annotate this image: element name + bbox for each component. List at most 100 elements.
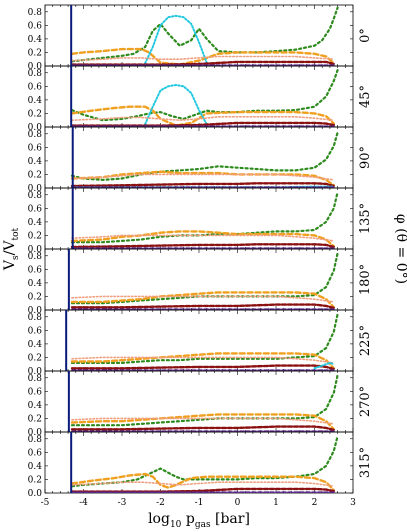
- x-tick-label: -5: [41, 498, 50, 508]
- series-group: [70, 252, 339, 310]
- series-darkred: [70, 364, 335, 371]
- series-salmon: [71, 481, 335, 488]
- series-salmon: [71, 234, 335, 242]
- y-tick-label: 0.0: [28, 428, 43, 438]
- series-orange: [70, 413, 335, 431]
- series-orange: [70, 472, 335, 492]
- panel-label: 315°: [358, 447, 373, 478]
- series-cyan: [144, 83, 208, 126]
- series-cyan: [313, 361, 335, 370]
- series-group: [70, 6, 339, 66]
- series-darkred: [70, 425, 335, 432]
- y-tick-label: 0.0: [28, 489, 43, 499]
- y-tick-label: 0.4: [28, 401, 43, 411]
- series-darkred: [70, 303, 335, 310]
- x-tick-label: 1: [273, 498, 279, 508]
- panel-1: 0.0 0.2 0.4 0.6 0.8 45°: [28, 65, 373, 133]
- series-orange: [70, 170, 335, 187]
- series-darkred: [70, 487, 335, 493]
- panel-7: 0.0 0.2 0.4 0.6 0.8 315°: [28, 431, 373, 499]
- x-axis-title-p: p: [181, 511, 194, 527]
- x-tick-label: -1: [195, 498, 204, 508]
- y-tick-label: 0.4: [28, 96, 43, 106]
- x-tick-label: -3: [118, 498, 127, 508]
- series-group: [70, 191, 339, 249]
- panel-label: 180°: [358, 264, 373, 295]
- y-tick-label: 0.4: [28, 340, 43, 350]
- series-salmon: [71, 173, 335, 181]
- y-tick-label: 0.6: [28, 82, 43, 92]
- y-tick-label: 0.2: [28, 170, 42, 180]
- y-tick-label: 0.8: [28, 130, 43, 140]
- series-group: [70, 131, 339, 188]
- series-green: [70, 68, 339, 122]
- y-tick-label: 0.2: [28, 48, 42, 58]
- right-axis-title: φ (θ = 0°): [393, 214, 407, 284]
- y-tick-label: 0.8: [28, 8, 43, 18]
- y-tick-label: 0.4: [28, 218, 43, 228]
- x-tick-label: -4: [79, 498, 88, 508]
- series-darkred: [70, 182, 335, 188]
- series-group: [70, 68, 339, 127]
- x-axis-title-unit: [bar]: [211, 511, 250, 527]
- x-axis-title-log: log: [148, 511, 170, 527]
- y-tick-label: 0.4: [28, 462, 43, 472]
- y-tick-label: 0.4: [28, 35, 43, 45]
- panel-5: 0.0 0.2 0.4 0.6 0.8 225°: [28, 309, 373, 377]
- series-group: [70, 313, 339, 371]
- y-tick-label: 0.6: [28, 387, 43, 397]
- x-tick-label: 3: [350, 498, 356, 508]
- y-axis-title-v: V: [2, 259, 18, 271]
- y-tick-label: 0.4: [28, 157, 43, 167]
- y-tick-label: 0.0: [28, 245, 43, 255]
- y-tick-label: 0.8: [28, 252, 43, 262]
- series-green: [70, 131, 339, 182]
- series-group: [70, 435, 339, 493]
- x-tick-labels: -5 -4 -3 -2 -1 0 1 2 3: [41, 498, 357, 508]
- x-axis-title: log10 pgas [bar]: [148, 511, 250, 530]
- y-tick-label: 0.6: [28, 265, 43, 275]
- x-axis-title-subgas: gas: [195, 520, 211, 530]
- panel-4: 0.0 0.2 0.4 0.6 0.8 180°: [28, 248, 373, 316]
- y-tick-label: 0.2: [28, 231, 42, 241]
- y-tick-label: 0.2: [28, 292, 42, 302]
- y-tick-label: 0.2: [28, 109, 42, 119]
- y-tick-label: 0.6: [28, 143, 43, 153]
- series-salmon: [71, 417, 335, 425]
- y-tick-label: 0.8: [28, 191, 43, 201]
- y-axis-title-sub-tot: tot: [11, 228, 21, 241]
- series-salmon: [71, 116, 335, 122]
- x-axis-title-sub10: 10: [170, 520, 182, 530]
- y-axis-title-sub-s: s: [11, 255, 21, 260]
- y-tick-label: 0.6: [28, 204, 43, 214]
- series-darkred: [70, 121, 335, 127]
- panel-label: 225°: [358, 325, 373, 356]
- x-tick-label: -2: [156, 498, 165, 508]
- series-cyan: [144, 14, 208, 65]
- x-tick-label: 2: [312, 498, 318, 508]
- panel-label: 90°: [358, 146, 373, 169]
- panel-3: 0.0 0.2 0.4 0.6 0.8 135°: [28, 187, 373, 255]
- series-darkred: [70, 243, 335, 249]
- panel-2: 0.0 0.2 0.4 0.6 0.8 90°: [28, 126, 373, 194]
- y-tick-label: 0.4: [28, 279, 43, 289]
- series-orange: [70, 352, 335, 370]
- panel-0: 0.0 0.2 0.4 0.6 0.8 0°: [28, 4, 373, 72]
- y-tick-label: 0.2: [28, 475, 42, 485]
- panel-label: 135°: [358, 203, 373, 234]
- y-tick-label: 0.0: [28, 62, 43, 72]
- series-orange: [70, 291, 335, 309]
- y-tick-label: 0.6: [28, 326, 43, 336]
- y-tick-label: 0.2: [28, 353, 42, 363]
- y-tick-label: 0.0: [28, 306, 43, 316]
- y-tick-label: 0.8: [28, 435, 43, 445]
- y-tick-label: 0.0: [28, 367, 43, 377]
- series-group: [70, 374, 339, 432]
- y-tick-label: 0.6: [28, 21, 43, 31]
- series-salmon: [71, 55, 335, 62]
- y-tick-label: 0.2: [28, 414, 42, 424]
- y-axis-title-slash: /V: [2, 240, 18, 256]
- series-orange: [70, 230, 335, 248]
- panel-label: 0°: [358, 28, 373, 43]
